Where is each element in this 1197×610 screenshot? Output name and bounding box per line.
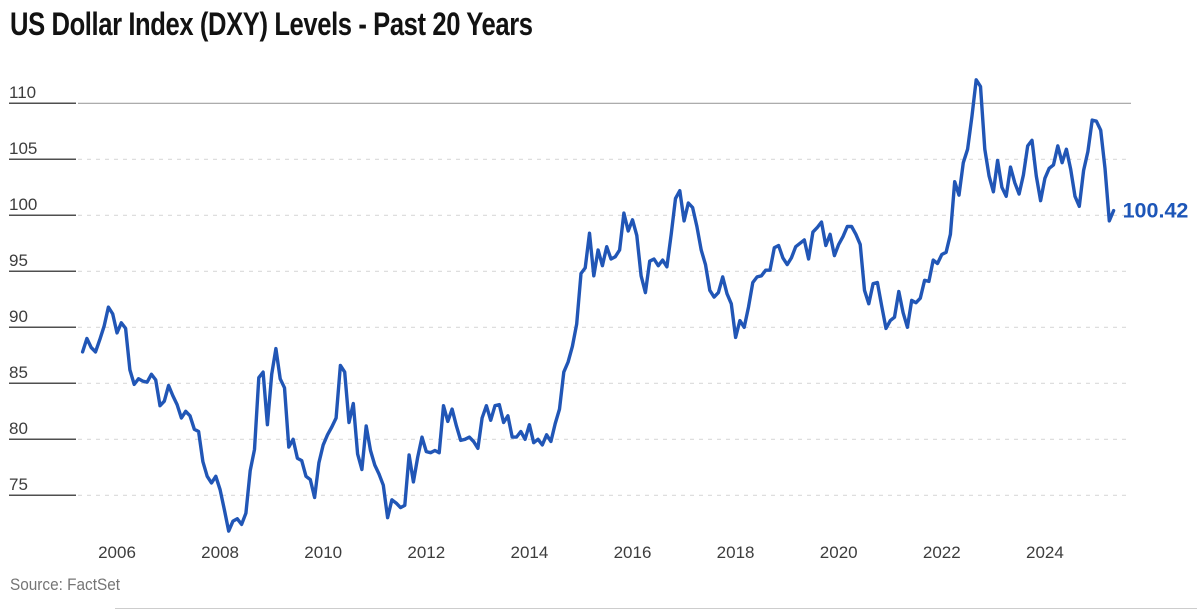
source-text: Source: FactSet [10, 576, 121, 594]
bottom-divider [115, 608, 1197, 609]
y-tick-label: 105 [9, 139, 37, 158]
x-tick-label: 2024 [1026, 543, 1064, 562]
x-tick-label: 2022 [923, 543, 961, 562]
y-tick-label: 90 [9, 307, 28, 326]
last-value-label: 100.42 [1123, 199, 1189, 223]
y-tick-label: 100 [9, 195, 37, 214]
y-tick-label: 85 [9, 363, 28, 382]
x-tick-label: 2018 [717, 543, 755, 562]
x-tick-label: 2006 [98, 543, 136, 562]
x-tick-label: 2014 [510, 543, 548, 562]
y-tick-label: 95 [9, 251, 28, 270]
x-tick-label: 2012 [407, 543, 445, 562]
x-tick-label: 2008 [201, 543, 239, 562]
y-tick-label: 75 [9, 475, 28, 494]
x-tick-label: 2010 [304, 543, 342, 562]
y-tick-label: 80 [9, 419, 28, 438]
dxy-series-line [80, 78, 1116, 533]
x-tick-label: 2016 [614, 543, 652, 562]
x-tick-label: 2020 [820, 543, 858, 562]
page-title: US Dollar Index (DXY) Levels - Past 20 Y… [10, 6, 533, 42]
y-tick-label: 110 [9, 83, 36, 102]
